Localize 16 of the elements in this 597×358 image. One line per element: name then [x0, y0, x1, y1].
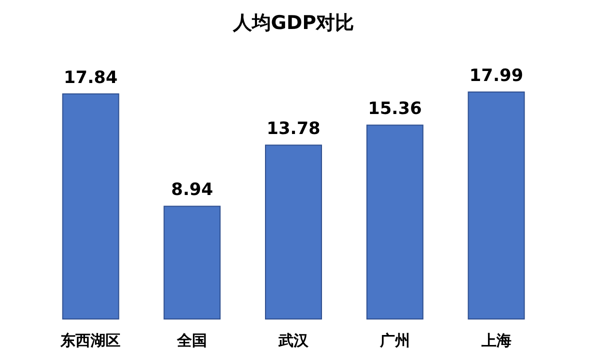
x-tick-label: 上海: [480, 332, 512, 350]
data-label: 8.94: [171, 180, 214, 200]
bar: [366, 124, 424, 320]
data-label: 15.36: [368, 99, 422, 120]
x-tick-label: 东西湖区: [60, 332, 121, 350]
data-label: 13.78: [266, 119, 320, 140]
data-label: 17.84: [64, 68, 118, 88]
x-tick-label: 武汉: [278, 332, 310, 350]
bar: [164, 206, 221, 320]
x-tick-label: 广州: [378, 332, 410, 350]
bar: [468, 92, 525, 320]
data-label: 17.99: [469, 66, 524, 86]
chart-title: 人均GDP对比: [232, 12, 354, 34]
x-tick-label: 全国: [176, 332, 208, 350]
bar: [62, 93, 120, 320]
bar: [265, 144, 322, 320]
